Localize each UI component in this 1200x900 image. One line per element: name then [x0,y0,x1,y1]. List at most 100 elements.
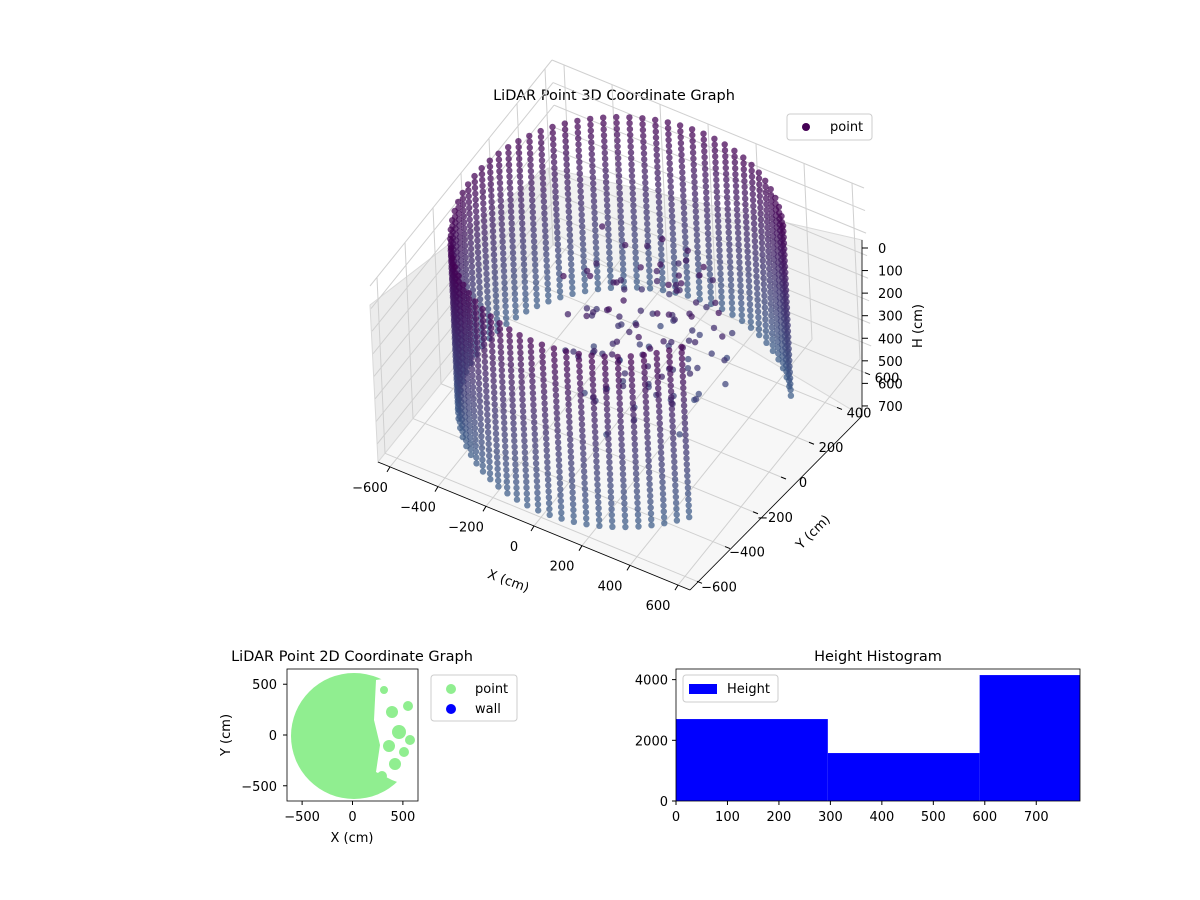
point-3d [775,203,783,211]
point-3d [605,225,612,233]
point-3d [509,232,516,239]
point-3d [511,296,519,303]
point-3d [605,447,613,454]
point-3d [530,395,537,403]
point-3d [668,213,676,220]
point-3d [484,423,492,430]
point-3d [652,116,659,124]
point-3d [670,248,677,255]
point-3d [726,241,733,248]
point-3d [469,372,476,379]
point-3d [579,235,586,242]
point-3d [498,366,505,374]
point-3d [742,201,749,208]
point-3d [644,445,652,453]
point-3d [469,366,476,373]
point-3d [657,228,664,235]
point-3d [527,342,534,350]
point-3d [508,384,516,392]
point-3d [758,234,765,241]
point-3d [518,378,525,386]
point-3d [715,229,722,236]
point-3d [607,476,614,483]
point-3d [511,437,518,445]
point-3d [678,163,686,170]
point-3d [557,497,564,505]
point-3d [588,150,595,158]
point-3d [537,127,544,135]
point-3d [566,237,574,245]
point-3d [485,446,493,454]
point-3d [738,311,745,319]
point-3d [682,431,689,439]
point-3d [512,308,519,315]
point-3d [538,139,545,147]
point-3d [641,173,649,181]
point-3d [682,437,689,444]
point-3d [464,375,471,382]
point-3d [466,319,474,326]
point-3d [500,408,507,415]
point-3d [539,174,546,182]
point-3d [550,351,558,358]
point-3d [462,328,469,335]
z-tick-label-3d: 500 [878,355,903,370]
point-3d [706,259,713,266]
point-3d [752,249,759,257]
point-3d [519,226,526,233]
point-3d [760,269,767,276]
legend-marker-point [802,123,810,131]
point-3d [653,146,660,153]
point-3d [782,275,789,282]
point-3d [601,359,609,366]
cluster [380,686,388,694]
point-3d [703,303,710,311]
point-3d [591,411,598,418]
point-3d [471,413,478,420]
point-3d [550,159,558,166]
point-3d [554,241,562,248]
y-tick-label-3d: 0 [799,476,807,491]
point-3d [565,407,572,414]
x-tick-3d [530,525,535,532]
point-3d [642,185,649,192]
point-3d [566,226,573,233]
point-3d [745,265,752,273]
point-3d [620,488,627,495]
point-3d [618,441,625,449]
point-3d [578,205,585,213]
point-3d [729,329,736,337]
point-3d [467,331,474,338]
point-3d [741,183,748,191]
point-3d [679,169,686,176]
point-3d [737,294,745,301]
point-3d [474,249,482,256]
point-3d [641,162,648,169]
point-3d [481,229,488,236]
point-3d [512,314,520,321]
point-3d [589,376,596,383]
point-3d [750,220,758,227]
point-3d [519,396,526,403]
point-3d [490,383,498,390]
point-3d [633,476,640,483]
point-3d [783,298,790,305]
point-3d [541,210,548,217]
point-3d [768,324,776,331]
point-3d [752,243,759,251]
point-3d [505,144,512,151]
point-3d [553,211,560,219]
point-3d [555,456,563,464]
point-3d [781,251,788,259]
point-3d [618,231,625,238]
point-3d [464,369,471,376]
point-3d [619,260,627,267]
y-tick-3d [808,441,815,445]
point-3d [751,232,758,239]
point-3d [504,490,511,497]
point-3d [549,135,557,142]
cluster [389,758,401,770]
point-3d [579,223,586,230]
point-3d [645,457,652,464]
